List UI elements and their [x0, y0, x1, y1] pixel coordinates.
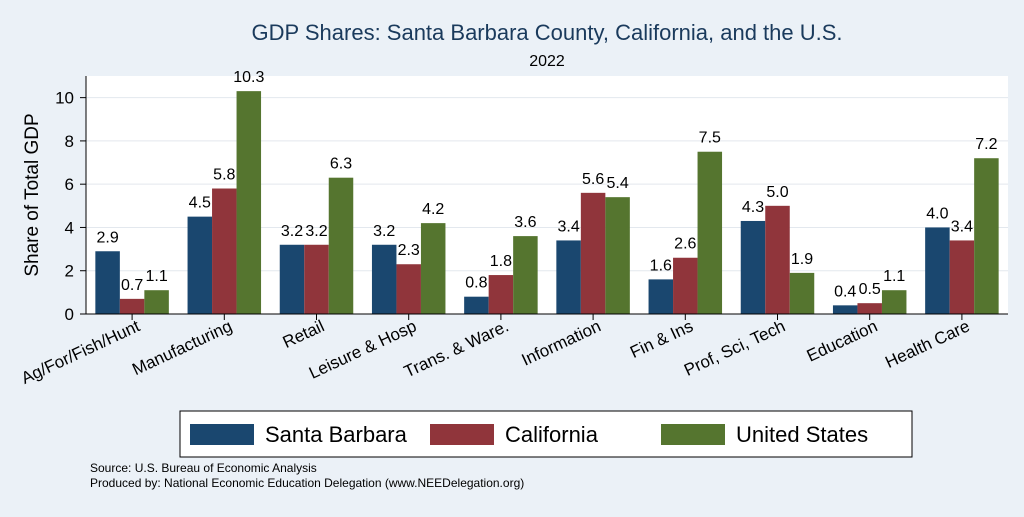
data-label: 2.9 — [96, 229, 118, 246]
legend-label: Santa Barbara — [265, 422, 408, 447]
bar — [648, 279, 674, 314]
bar — [949, 240, 975, 314]
data-label: 5.0 — [766, 184, 788, 201]
bar — [605, 197, 630, 314]
y-tick-label: 2 — [65, 262, 74, 281]
data-label: 2.6 — [674, 236, 696, 253]
data-label: 3.6 — [514, 214, 536, 231]
data-label: 4.3 — [742, 199, 764, 216]
x-category-label: Fin & Ins — [627, 316, 696, 362]
data-label: 6.3 — [330, 156, 352, 173]
data-label: 0.4 — [834, 283, 856, 300]
bar — [119, 298, 145, 314]
bar — [580, 192, 606, 314]
data-labels-group: 2.94.53.2 3.20.83.41.64.30.44.00.75.83.22… — [96, 69, 997, 300]
data-label: 3.2 — [305, 223, 327, 240]
data-label: 0.7 — [121, 277, 143, 294]
bar — [556, 240, 581, 314]
data-label: 3.4 — [951, 218, 973, 235]
x-category-label: Information — [519, 316, 604, 369]
data-label: 7.2 — [975, 136, 997, 153]
chart-subtitle: 2022 — [529, 53, 565, 70]
bar — [420, 223, 446, 314]
bar — [396, 264, 421, 314]
legend-swatch — [430, 424, 494, 445]
bar — [857, 303, 882, 314]
y-tick-label: 0 — [65, 305, 74, 324]
x-category-label: Education — [804, 316, 881, 365]
bar — [304, 244, 329, 314]
data-label: 1.8 — [490, 253, 512, 270]
bar — [513, 236, 538, 314]
y-tick-label: 8 — [65, 132, 74, 151]
legend-swatch — [190, 424, 254, 445]
y-axis-ticks: 0 2 4 6 8 10 — [55, 89, 86, 324]
bar — [881, 290, 907, 314]
data-label: 5.6 — [582, 171, 604, 188]
bar — [371, 244, 397, 314]
x-category-label: Prof, Sci, Tech — [681, 316, 788, 379]
y-tick-label: 4 — [65, 218, 74, 237]
x-category-label: Retail — [280, 316, 327, 352]
y-tick-label: 6 — [65, 175, 74, 194]
data-label: 3.2 — [373, 223, 395, 240]
x-category-label: Ag/For/Fish/Hunt — [18, 316, 143, 388]
bar — [488, 275, 514, 314]
x-category-label: Manufacturing — [129, 316, 235, 379]
bars-group — [95, 91, 999, 315]
legend-label: United States — [736, 422, 868, 447]
bar — [789, 272, 815, 314]
y-axis-title: Share of Total GDP — [22, 113, 43, 276]
bar — [974, 158, 999, 314]
bar — [697, 151, 723, 314]
bar — [740, 220, 766, 314]
bar — [95, 251, 120, 314]
bar — [765, 205, 790, 314]
bar — [212, 188, 237, 314]
legend: Santa Barbara California United States — [179, 410, 913, 458]
x-category-label: Health Care — [882, 316, 972, 372]
produced-note: Produced by: National Economic Education… — [90, 476, 524, 490]
data-label: 0.8 — [465, 275, 487, 292]
bar — [236, 91, 262, 315]
chart-title: GDP Shares: Santa Barbara County, Califo… — [251, 20, 842, 45]
bar — [279, 244, 305, 314]
bar — [464, 296, 489, 314]
data-label: 3.2 — [281, 223, 303, 240]
y-tick-label: 10 — [55, 89, 74, 108]
data-label: 5.8 — [213, 167, 235, 184]
bar — [328, 177, 354, 314]
legend-label: California — [505, 422, 599, 447]
bar — [925, 227, 950, 314]
bar — [832, 305, 858, 314]
data-label: 4.2 — [422, 201, 444, 218]
data-label: 1.6 — [650, 257, 672, 274]
data-label: 1.9 — [791, 251, 813, 268]
data-label: 1.1 — [883, 268, 905, 285]
legend-swatch — [661, 424, 725, 445]
data-label: 10.3 — [233, 69, 264, 86]
data-label: 1.1 — [145, 268, 167, 285]
bar — [144, 290, 169, 314]
x-category-label: Trans. & Ware. — [401, 316, 511, 381]
data-label: 4.0 — [926, 205, 948, 222]
bar — [187, 216, 213, 314]
data-label: 5.4 — [606, 175, 628, 192]
bar — [673, 257, 698, 314]
data-label: 3.4 — [557, 218, 579, 235]
source-note: Source: U.S. Bureau of Economic Analysis — [90, 461, 317, 475]
legend-box — [179, 410, 913, 458]
data-label: 2.3 — [398, 242, 420, 259]
data-label: 4.5 — [189, 195, 211, 212]
data-label: 0.5 — [859, 281, 881, 298]
data-label: 7.5 — [699, 130, 721, 147]
